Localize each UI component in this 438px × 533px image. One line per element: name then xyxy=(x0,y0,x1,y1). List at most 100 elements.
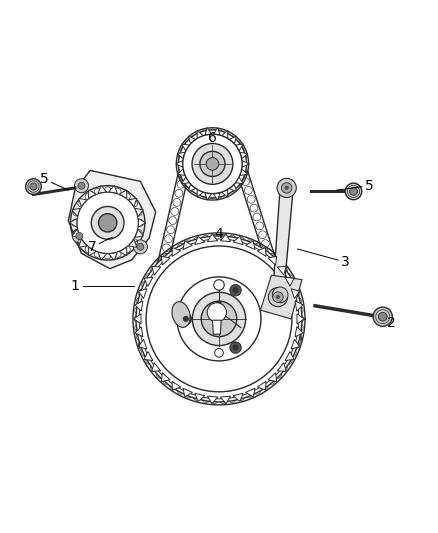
Circle shape xyxy=(206,158,219,170)
Text: 4: 4 xyxy=(215,227,223,241)
Circle shape xyxy=(201,301,237,337)
Polygon shape xyxy=(135,327,143,337)
Polygon shape xyxy=(161,373,170,382)
Polygon shape xyxy=(295,327,303,337)
Circle shape xyxy=(233,287,239,293)
Polygon shape xyxy=(177,169,185,175)
Polygon shape xyxy=(109,185,117,193)
Polygon shape xyxy=(216,302,222,307)
Polygon shape xyxy=(172,248,180,256)
Polygon shape xyxy=(277,363,286,371)
Circle shape xyxy=(177,277,261,361)
Polygon shape xyxy=(240,152,247,159)
Polygon shape xyxy=(291,289,300,298)
Polygon shape xyxy=(208,396,218,403)
Polygon shape xyxy=(233,236,243,245)
Polygon shape xyxy=(220,234,230,241)
Polygon shape xyxy=(246,388,255,397)
Polygon shape xyxy=(119,190,127,198)
Circle shape xyxy=(233,344,239,351)
Circle shape xyxy=(378,312,387,321)
Polygon shape xyxy=(176,160,183,167)
Circle shape xyxy=(139,239,299,399)
Polygon shape xyxy=(138,289,147,298)
Circle shape xyxy=(277,179,296,198)
Polygon shape xyxy=(213,127,220,135)
Polygon shape xyxy=(161,256,170,265)
Polygon shape xyxy=(70,219,77,227)
Circle shape xyxy=(215,349,223,357)
Polygon shape xyxy=(220,396,230,403)
Circle shape xyxy=(25,179,41,195)
Circle shape xyxy=(192,292,246,345)
Text: 7: 7 xyxy=(88,240,97,254)
Polygon shape xyxy=(295,301,303,311)
Circle shape xyxy=(78,182,85,189)
Polygon shape xyxy=(183,241,192,249)
Polygon shape xyxy=(78,239,87,247)
Polygon shape xyxy=(195,393,205,401)
Text: 5: 5 xyxy=(40,172,49,186)
Polygon shape xyxy=(78,198,87,206)
Polygon shape xyxy=(213,192,220,200)
Polygon shape xyxy=(119,247,127,256)
Text: 5: 5 xyxy=(365,179,374,193)
Circle shape xyxy=(183,134,242,193)
Circle shape xyxy=(136,236,302,402)
Polygon shape xyxy=(246,241,255,249)
Polygon shape xyxy=(268,373,277,382)
Polygon shape xyxy=(208,234,218,241)
Polygon shape xyxy=(177,152,185,159)
Polygon shape xyxy=(138,340,147,349)
Polygon shape xyxy=(205,127,212,135)
Circle shape xyxy=(272,287,288,303)
Circle shape xyxy=(285,185,289,190)
Circle shape xyxy=(30,183,37,190)
Circle shape xyxy=(282,183,292,193)
Polygon shape xyxy=(182,144,190,151)
Polygon shape xyxy=(236,144,243,151)
Polygon shape xyxy=(195,236,205,245)
Polygon shape xyxy=(68,171,155,269)
Circle shape xyxy=(273,292,283,302)
Polygon shape xyxy=(242,160,249,167)
Polygon shape xyxy=(135,301,143,311)
Polygon shape xyxy=(128,198,137,206)
Polygon shape xyxy=(222,131,228,139)
Polygon shape xyxy=(128,239,137,247)
Polygon shape xyxy=(261,275,302,319)
Circle shape xyxy=(192,143,233,184)
Polygon shape xyxy=(135,229,143,237)
Circle shape xyxy=(230,285,241,296)
Polygon shape xyxy=(277,266,286,275)
Polygon shape xyxy=(229,184,237,192)
Circle shape xyxy=(77,192,138,253)
Polygon shape xyxy=(144,277,153,286)
Polygon shape xyxy=(182,177,190,184)
Polygon shape xyxy=(236,177,243,184)
Polygon shape xyxy=(222,189,228,197)
Circle shape xyxy=(180,313,191,325)
Polygon shape xyxy=(88,247,96,256)
Text: 3: 3 xyxy=(341,255,350,269)
Circle shape xyxy=(276,295,280,299)
Polygon shape xyxy=(188,136,196,144)
Polygon shape xyxy=(233,393,243,401)
Circle shape xyxy=(207,303,226,322)
Polygon shape xyxy=(152,363,161,371)
Text: 2: 2 xyxy=(387,316,396,330)
Polygon shape xyxy=(172,381,180,390)
Circle shape xyxy=(183,316,189,322)
Polygon shape xyxy=(285,351,294,360)
Circle shape xyxy=(74,179,88,193)
Ellipse shape xyxy=(172,302,190,327)
Text: 1: 1 xyxy=(71,279,79,293)
Polygon shape xyxy=(197,131,203,139)
Polygon shape xyxy=(72,208,80,216)
Polygon shape xyxy=(285,277,294,286)
Polygon shape xyxy=(229,136,237,144)
Polygon shape xyxy=(183,388,192,397)
Polygon shape xyxy=(258,248,266,256)
Polygon shape xyxy=(272,188,293,297)
Circle shape xyxy=(230,342,241,353)
